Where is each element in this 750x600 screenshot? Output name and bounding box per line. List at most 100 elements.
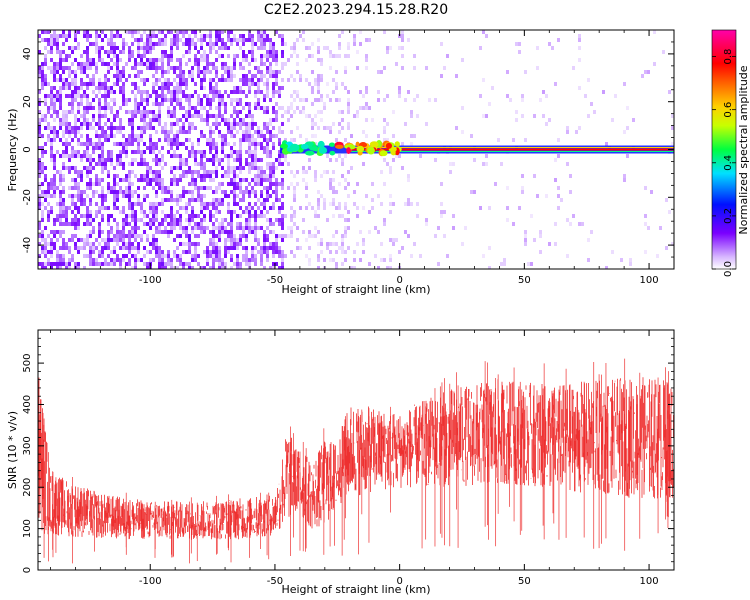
spectrogram-cell <box>311 102 314 106</box>
spectrogram-cell <box>233 186 236 190</box>
spectrogram-cell <box>59 34 62 38</box>
spectrogram-cell <box>176 86 179 90</box>
spectrogram-cell <box>332 190 335 194</box>
spectrogram-cell <box>416 214 419 218</box>
spectrogram-cell <box>98 146 101 150</box>
spectrogram-cell <box>215 186 218 190</box>
spectrogram-cell <box>203 70 206 74</box>
spectrogram-cell <box>503 258 506 262</box>
spectrogram-cell <box>221 202 224 206</box>
spectrogram-cell <box>281 218 284 222</box>
x-tick-label: 0 <box>396 275 402 286</box>
spectrogram-cell <box>116 130 119 134</box>
spectrogram-cell <box>98 162 101 166</box>
spectrogram-cell <box>167 254 170 258</box>
spectrogram-cell <box>305 182 308 186</box>
spectrogram-cell <box>227 206 230 210</box>
spectrogram-cell <box>317 198 320 202</box>
spectrogram-cell <box>224 254 227 258</box>
spectrogram-cell <box>665 246 668 250</box>
spectrogram-cell <box>122 134 125 138</box>
spectrogram-cell <box>347 170 350 174</box>
spectrogram-cell <box>236 54 239 58</box>
spectrogram-cell <box>272 106 275 110</box>
spectrogram-cell <box>122 194 125 198</box>
spectrogram-cell <box>50 194 53 198</box>
spectrogram-cell <box>257 174 260 178</box>
spectrogram-cell <box>89 170 92 174</box>
spectrogram-cell <box>266 106 269 110</box>
spectrogram-cell <box>506 206 509 210</box>
spectrogram-cell <box>125 62 128 66</box>
spectrogram-cell <box>236 246 239 250</box>
spectrogram-cell <box>329 98 332 102</box>
spectrogram-cell <box>335 158 338 162</box>
spectrogram-cell <box>86 194 89 198</box>
spectrogram-cell <box>179 58 182 62</box>
spectrogram-cell <box>122 222 125 226</box>
spectrogram-cell <box>119 78 122 82</box>
spectrogram-cell <box>218 266 221 269</box>
spectrogram-cell <box>650 190 653 194</box>
spectrogram-cell <box>308 54 311 58</box>
colorbar-tick-label: 0.2 <box>723 208 734 224</box>
spectrogram-cell <box>191 122 194 126</box>
spectrogram-cell <box>254 246 257 250</box>
spectrogram-cell <box>206 206 209 210</box>
spectrogram-cell <box>227 230 230 234</box>
spectrogram-cell <box>392 110 395 114</box>
spectrogram-cell <box>53 78 56 82</box>
spectrogram-cell <box>230 238 233 242</box>
spectrogram-cell <box>50 130 53 134</box>
spectrogram-cell <box>191 266 194 269</box>
spectrogram-cell <box>245 250 248 254</box>
spectrogram-cell <box>170 266 173 269</box>
spectrogram-cell <box>218 230 221 234</box>
spectrogram-cell <box>50 182 53 186</box>
spectrogram-cell <box>224 46 227 50</box>
spectrogram-cell <box>89 126 92 130</box>
spectrogram-cell <box>194 258 197 262</box>
spectrogram-cell <box>275 70 278 74</box>
spectrogram-cell <box>65 246 68 250</box>
spectrogram-cell <box>245 82 248 86</box>
spectrogram-cell <box>197 74 200 78</box>
spectrogram-cell <box>575 130 578 134</box>
spectrogram-cell <box>107 214 110 218</box>
spectrogram-cell <box>86 206 89 210</box>
spectrogram-cell <box>149 62 152 66</box>
spectrogram-cell <box>89 182 92 186</box>
spectrogram-cell <box>548 118 551 122</box>
spectrogram-cell <box>248 162 251 166</box>
spectrogram-cell <box>191 154 194 158</box>
spectrogram-cell <box>44 118 47 122</box>
spectrogram-cell <box>167 234 170 238</box>
spectrogram-cell <box>275 54 278 58</box>
spectrogram-cell <box>248 90 251 94</box>
spectrogram-cell <box>53 134 56 138</box>
spectrogram-cell <box>233 170 236 174</box>
spectrogram-cell <box>194 186 197 190</box>
spectrogram-cell <box>44 262 47 266</box>
spectrogram-cell <box>164 134 167 138</box>
spectrogram-cell <box>362 242 365 246</box>
spectrogram-cell <box>143 50 146 54</box>
spectrogram-cell <box>179 174 182 178</box>
spectrogram-cell <box>227 38 230 42</box>
spectrogram-cell <box>284 110 287 114</box>
spectrogram-cell <box>62 66 65 70</box>
spectrogram-cell <box>146 62 149 66</box>
spectrogram-cell <box>212 146 215 150</box>
spectrogram-cell <box>38 66 41 70</box>
spectrogram-cell <box>122 126 125 130</box>
spectrogram-cell <box>140 46 143 50</box>
spectrogram-cell <box>239 34 242 38</box>
spectrogram-cell <box>146 122 149 126</box>
spectrogram-cell <box>254 94 257 98</box>
spectrogram-cell <box>398 90 401 94</box>
spectrogram-cell <box>368 38 371 42</box>
spectrogram-cell <box>179 106 182 110</box>
spectrogram-cell <box>203 94 206 98</box>
spectrogram-cell <box>161 190 164 194</box>
spectrogram-cell <box>179 70 182 74</box>
